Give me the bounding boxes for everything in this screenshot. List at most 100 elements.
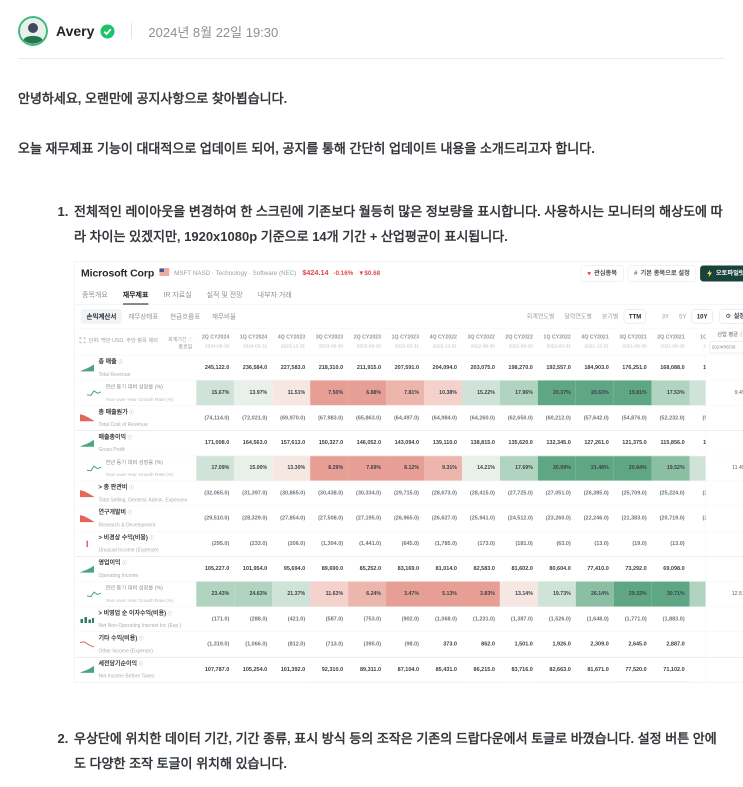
period-column-header: 2Q CY2021 2021-06-30	[651, 328, 690, 356]
growth-cell: 20.69%	[196, 682, 235, 683]
value-cell: 143,094.0	[386, 430, 425, 457]
widget-tabs: 종목개요 재무제표 IR 자료실 실적 및 전망 내부자 거래	[75, 285, 743, 306]
period-toggle-0[interactable]: 회계연도별	[526, 313, 555, 321]
period-column-header: 2Q CY2024 2024-06-30	[196, 328, 235, 356]
sparkline-icon	[79, 540, 94, 548]
subtab-1[interactable]: 재무상태표	[128, 312, 159, 321]
value-cell: (181.0)	[499, 531, 538, 557]
row-label-cell[interactable]: 전년 동기 대비 성장률 (%)Year-over-Year Growth Ra…	[76, 380, 197, 406]
industry-date-dropdown[interactable]: 2024/06/30▾	[709, 341, 743, 354]
value-cell: (32,065.0)	[196, 481, 235, 507]
value-cell: (395.0)	[348, 631, 387, 658]
value-cell: (54,876.0)	[613, 405, 652, 431]
tab-0[interactable]: 종목개요	[81, 290, 108, 299]
row-label-cell[interactable]: 연구개발비 ⓘ Research & Development	[76, 506, 197, 532]
industry-average-cell	[705, 506, 743, 532]
value-cell: (23,260.0)	[537, 506, 576, 532]
value-cell: 3,014.0	[689, 631, 706, 658]
row-label-cell[interactable]: 매출총이익 ⓘ Gross Profit	[76, 430, 197, 457]
subtab-2[interactable]: 현금흐름표	[170, 312, 201, 321]
range-toggle-0[interactable]: 3Y	[661, 313, 670, 321]
row-label-cell[interactable]: 영업이익 ⓘ Operating Income	[76, 556, 197, 582]
row-label-cell[interactable]: > 비경상 수익(비용) ⓘ Unusual Income (Expense)	[76, 531, 197, 557]
tab-1[interactable]: 재무제표	[123, 285, 149, 304]
value-cell: (295.0)	[196, 531, 235, 557]
gear-icon: ⚙	[725, 312, 732, 320]
row-label-cell[interactable]: > 총 판관비 ⓘ Total Selling, General, Admin. …	[76, 481, 197, 507]
growth-cell: 5.13%	[424, 581, 462, 608]
growth-cell: 30.71%	[651, 581, 690, 608]
tab-3[interactable]: 실적 및 전망	[206, 290, 243, 299]
value-cell: 211,915.0	[348, 355, 387, 381]
growth-cell: 19.80%	[689, 682, 706, 683]
value-cell: 95,694.0	[272, 556, 311, 582]
value-cell: (25,709.0)	[613, 481, 652, 507]
subtab-0[interactable]: 손익계산서	[80, 309, 122, 325]
row-label-cell[interactable]: 세전당기순이익 ⓘ Net Income Before Taxes	[76, 657, 197, 683]
value-cell: 227,583.0	[272, 355, 311, 381]
value-cell: (57,642.0)	[575, 405, 614, 431]
period-toggle-1[interactable]: 달력연도별	[564, 313, 592, 321]
range-toggle-1[interactable]: 5Y	[679, 313, 687, 321]
watchlist-button[interactable]: ♥ 관심종목	[580, 265, 624, 282]
row-label-cell[interactable]: 전년 동기 대비 성장률 (%)Year-over-Year Growth Ra…	[76, 455, 197, 482]
growth-cell: 20.84%	[234, 682, 273, 683]
period-column-header: 2Q CY2023 2023-06-30	[348, 328, 387, 356]
hash-icon: #	[634, 269, 638, 277]
range-toggle-2[interactable]: 10Y	[691, 309, 713, 324]
expand-icon[interactable]	[79, 338, 86, 344]
post-header: Avery 2024년 8월 22일 19:30	[18, 12, 725, 56]
value-cell: (19.0)	[613, 531, 652, 557]
table-row: 총 매출 ⓘ Total Revenue 245,122.0 236,584.0 227…	[76, 355, 743, 381]
company-name: Microsoft Corp	[80, 267, 155, 280]
row-label-cell[interactable]: 전년 동기 대비 성장률 (%)Year-over-Year Growth Ra…	[76, 581, 197, 608]
avatar[interactable]	[18, 16, 48, 46]
value-cell: 245,122.0	[196, 355, 235, 381]
period-toggle-3[interactable]: TTM	[623, 309, 647, 324]
table-row: 전년 동기 대비 성장률 (%)Year-over-Year Growth Ra…	[76, 581, 743, 608]
row-label-cell[interactable]: 전년 동기 대비 성장률 (%)Year-over-Year Growth Ra…	[76, 682, 197, 683]
value-cell: 1,926.0	[537, 631, 576, 658]
growth-cell: 17.96%	[499, 380, 538, 406]
value-cell: (13.0)	[651, 531, 690, 557]
tab-4[interactable]: 내부자 거래	[257, 290, 292, 299]
range-toggles: 3Y 5Y 10Y	[657, 309, 713, 324]
list-item-1: 전체적인 레이아웃을 변경하여 한 스크린에 기존보다 월등히 많은 정보량을 …	[72, 200, 743, 684]
verified-badge-icon	[100, 24, 115, 39]
row-label-cell[interactable]: > 비영업 순 이자수익(비용) ⓘ Net Non-Operating Inte…	[76, 606, 197, 633]
value-cell: 203,075.0	[461, 355, 500, 381]
tab-2[interactable]: IR 자료실	[163, 290, 192, 299]
value-cell: (421.0)	[272, 606, 311, 633]
value-cell: 63,528.0	[689, 556, 706, 582]
author-name[interactable]: Avery	[56, 23, 95, 39]
growth-cell: 3.47%	[386, 581, 425, 608]
growth-cell: 8.29%	[310, 455, 349, 482]
settings-button[interactable]: ⚙ 설정	[719, 309, 743, 325]
value-cell: (1,986.0)	[689, 606, 706, 633]
subtab-3[interactable]: 재무비율	[212, 312, 236, 321]
value-cell: 184,903.0	[575, 355, 614, 381]
info-icon: ⓘ	[149, 535, 155, 541]
value-cell: 192,557.0	[537, 355, 576, 381]
autopilot-button[interactable]: 오토파일럿	[700, 265, 743, 282]
growth-cell: 19.81%	[613, 380, 652, 406]
period-toggle-2[interactable]: 분기별	[601, 313, 619, 321]
row-label-cell[interactable]: 총 매출 ⓘ Total Revenue	[76, 355, 197, 381]
value-cell: 80,604.0	[537, 556, 576, 582]
growth-cell: 7.81%	[386, 380, 425, 406]
value-cell: (206.0)	[272, 531, 311, 557]
value-cell: (1,066.0)	[234, 631, 273, 658]
period-column-header: 1Q CY2022 2022-03-31	[537, 328, 576, 356]
row-label-cell[interactable]: 총 매출원가 ⓘ Total Cost of Revenue	[76, 405, 197, 431]
growth-cell: 26.65%	[537, 682, 576, 683]
default-stock-button[interactable]: # 기본 종목으로 설정	[627, 265, 697, 282]
value-cell: 101,392.0	[272, 657, 311, 683]
fiscal-period-label: 회계기간 ⓘ	[168, 337, 193, 343]
value-cell: (1,387.0)	[499, 606, 538, 633]
value-cell: 81,602.0	[499, 556, 538, 582]
row-label-cell[interactable]: 기타 수익(비용) ⓘ Other Income (Expense)	[76, 631, 197, 658]
value-cell: 2,645.0	[613, 631, 652, 658]
sparkline-icon	[79, 364, 94, 372]
value-cell: 105,254.0	[234, 657, 273, 683]
value-cell: (20,243.0)	[689, 506, 706, 532]
